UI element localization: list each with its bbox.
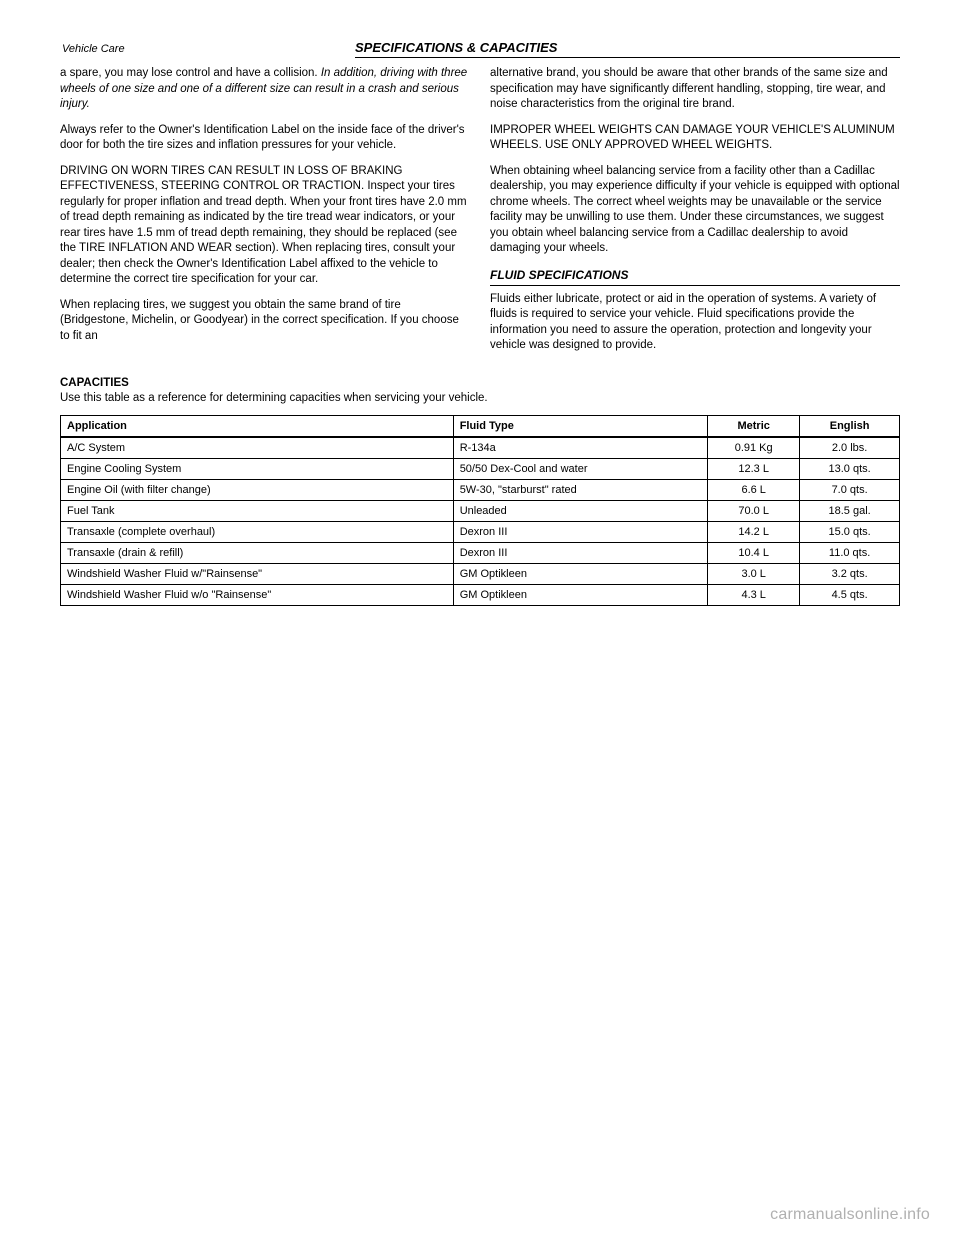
table-cell: 13.0 qts.: [800, 458, 900, 479]
table-cell: Windshield Washer Fluid w/"Rainsense": [61, 563, 454, 584]
table-cell: 3.2 qts.: [800, 563, 900, 584]
body-text: Fluids either lubricate, protect or aid …: [490, 292, 900, 354]
table-cell: 15.0 qts.: [800, 521, 900, 542]
table-row: Windshield Washer Fluid w/"Rainsense"GM …: [61, 563, 900, 584]
table-row: Transaxle (drain & refill)Dexron III10.4…: [61, 542, 900, 563]
table-cell: 14.2 L: [708, 521, 800, 542]
body-text: Use this table as a reference for determ…: [60, 391, 900, 407]
left-column: a spare, you may lose control and have a…: [60, 66, 470, 364]
right-column: alternative brand, you should be aware t…: [490, 66, 900, 364]
table-cell: GM Optikleen: [453, 563, 707, 584]
table-row: Fuel TankUnleaded70.0 L18.5 gal.: [61, 500, 900, 521]
capacities-table: Application Fluid Type Metric English A/…: [60, 415, 900, 606]
table-cell: 5W-30, "starburst" rated: [453, 479, 707, 500]
table-cell: Transaxle (drain & refill): [61, 542, 454, 563]
table-cell: 10.4 L: [708, 542, 800, 563]
table-cell: Dexron III: [453, 521, 707, 542]
table-cell: 4.5 qts.: [800, 584, 900, 605]
table-header-cell: Application: [61, 415, 454, 437]
table-cell: 2.0 lbs.: [800, 437, 900, 459]
table-cell: 18.5 gal.: [800, 500, 900, 521]
body-text: DRIVING ON WORN TIRES CAN RESULT IN LOSS…: [60, 164, 470, 288]
table-cell: 11.0 qts.: [800, 542, 900, 563]
table-cell: Unleaded: [453, 500, 707, 521]
body-text: Always refer to the Owner's Identificati…: [60, 123, 470, 154]
table-cell: R-134a: [453, 437, 707, 459]
table-header-cell: Metric: [708, 415, 800, 437]
table-row: Engine Cooling System50/50 Dex-Cool and …: [61, 458, 900, 479]
table-cell: Engine Oil (with filter change): [61, 479, 454, 500]
table-header-cell: Fluid Type: [453, 415, 707, 437]
table-cell: 70.0 L: [708, 500, 800, 521]
table-cell: 4.3 L: [708, 584, 800, 605]
body-text: When obtaining wheel balancing service f…: [490, 164, 900, 257]
table-header-row: Application Fluid Type Metric English: [61, 415, 900, 437]
page-title: SPECIFICATIONS & CAPACITIES: [355, 40, 900, 58]
table-cell: Fuel Tank: [61, 500, 454, 521]
table-cell: 12.3 L: [708, 458, 800, 479]
table-cell: 0.91 Kg: [708, 437, 800, 459]
table-cell: Engine Cooling System: [61, 458, 454, 479]
table-header-cell: English: [800, 415, 900, 437]
table-cell: 3.0 L: [708, 563, 800, 584]
table-cell: 6.6 L: [708, 479, 800, 500]
section-heading: CAPACITIES: [60, 376, 900, 392]
body-text: a spare, you may lose control and have a…: [60, 66, 470, 113]
table-cell: 7.0 qts.: [800, 479, 900, 500]
table-row: Transaxle (complete overhaul)Dexron III1…: [61, 521, 900, 542]
body-text: When replacing tires, we suggest you obt…: [60, 298, 470, 345]
table-row: A/C SystemR-134a0.91 Kg2.0 lbs.: [61, 437, 900, 459]
table-cell: Dexron III: [453, 542, 707, 563]
table-cell: Transaxle (complete overhaul): [61, 521, 454, 542]
table-cell: Windshield Washer Fluid w/o "Rainsense": [61, 584, 454, 605]
section-label: Vehicle Care: [60, 43, 355, 55]
watermark-text: carmanualsonline.info: [770, 1206, 930, 1224]
table-row: Windshield Washer Fluid w/o "Rainsense"G…: [61, 584, 900, 605]
body-text: IMPROPER WHEEL WEIGHTS CAN DAMAGE YOUR V…: [490, 123, 900, 154]
table-cell: 50/50 Dex-Cool and water: [453, 458, 707, 479]
table-cell: GM Optikleen: [453, 584, 707, 605]
table-row: Engine Oil (with filter change)5W-30, "s…: [61, 479, 900, 500]
section-heading: FLUID SPECIFICATIONS: [490, 267, 900, 286]
body-text: alternative brand, you should be aware t…: [490, 66, 900, 113]
table-cell: A/C System: [61, 437, 454, 459]
